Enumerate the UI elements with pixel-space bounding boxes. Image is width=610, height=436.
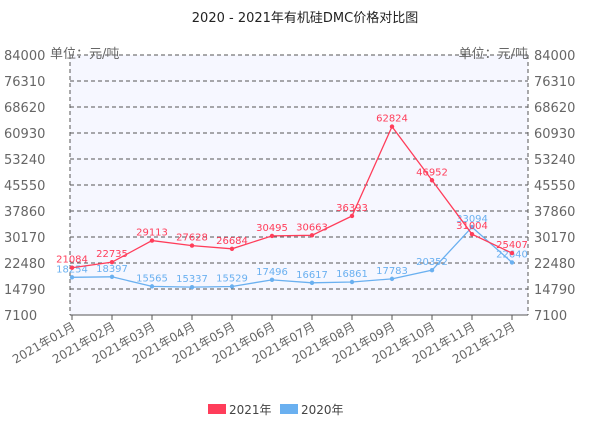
data-label: 33094 [456,214,488,225]
y-tick-label: 37860 [534,205,575,220]
y-axis-left: 7100 14790 22480 30170 37860 45550 53240 60930 6… [4,49,45,324]
data-label: 16617 [296,270,328,281]
series-line [71,226,513,288]
data-label: 36393 [336,203,368,214]
data-point [389,124,395,129]
y-tick-label: 68620 [534,101,575,116]
legend[interactable]: 2021年 2020年 [208,403,344,417]
series-2021年: 21084 22735 29113 27628 26684 30495 30663 36393… [56,114,528,270]
legend-label: 2021年 [229,403,272,417]
data-point [189,243,195,248]
legend-swatch [208,404,226,414]
unit-label-left: 单位：元/吨 [50,47,119,62]
y-tick-label: 76310 [534,75,575,90]
data-point [309,280,315,286]
y-tick-label: 22480 [534,257,575,272]
y-tick-label: 22480 [4,257,45,272]
data-point [69,275,75,280]
y-tick-label: 45550 [4,179,45,194]
series-line [71,125,513,269]
data-label: 30663 [296,222,328,233]
y-tick-label: 30170 [4,231,45,246]
data-label: 29113 [136,228,168,239]
y-tick-label: 84000 [534,49,575,64]
y-tick-label: 60930 [4,127,45,142]
y-tick-label: 53240 [534,153,575,168]
legend-item[interactable]: 2021年 [208,403,272,417]
y-tick-label: 84000 [4,49,45,64]
data-point [509,250,515,256]
data-point [349,279,355,285]
grid-lines [69,54,529,316]
data-point [149,238,155,243]
data-point [429,267,435,273]
data-point [309,233,315,238]
y-tick-label: 7100 [4,309,37,324]
y-tick-label: 37860 [4,205,45,220]
legend-swatch [280,404,298,414]
y-tick-label: 14790 [4,283,45,298]
y-tick-label: 14790 [534,283,575,298]
data-point [189,284,195,290]
y-tick-label: 30170 [534,231,575,246]
data-point [469,224,475,230]
data-label: 62824 [376,114,408,125]
data-label: 18397 [96,264,128,275]
data-label: 22735 [96,249,128,260]
data-point [429,178,435,183]
data-label: 31004 [456,221,488,232]
data-label: 17783 [376,266,408,277]
y-tick-label: 60930 [534,127,575,142]
data-point [509,260,515,265]
data-label: 46952 [416,167,448,178]
y-tick-label: 53240 [4,153,45,168]
x-axis: 2021年01月2021年02月2021年03月2021年04月2021年05月… [10,315,518,367]
data-point [69,265,75,270]
data-label: 25407 [496,240,528,251]
legend-item[interactable]: 2020年 [280,403,344,417]
y-tick-label: 45550 [534,179,575,194]
data-point [269,233,275,239]
y-axis-right: 7100 14790 22480 30170 37860 45550 53240 60930 6… [534,49,575,324]
unit-label-right: 单位：元/吨 [459,47,528,62]
data-label: 15529 [216,274,248,285]
data-label: 30495 [256,223,288,234]
data-label: 26684 [216,236,248,247]
data-label: 15337 [176,274,208,285]
legend-label: 2020年 [301,403,344,417]
data-point [269,277,275,283]
data-label: 15565 [136,273,168,284]
data-label: 20352 [416,257,448,268]
data-point [469,231,475,237]
data-point [109,259,115,265]
data-point [229,284,235,289]
data-point [109,274,115,280]
y-tick-label: 76310 [4,75,45,90]
data-point [349,213,355,219]
data-point [149,284,155,289]
series-layer: 1825418397155651533715529174961661716861… [56,114,528,290]
y-tick-label: 7100 [534,309,567,324]
data-label: 17496 [256,267,288,278]
data-label: 16861 [336,269,368,280]
data-point [389,276,395,282]
data-label: 27628 [176,233,208,244]
chart-title: 2020 - 2021年有机硅DMC价格对比图 [192,10,418,26]
y-tick-label: 68620 [4,101,45,116]
data-point [229,246,235,251]
data-label: 21084 [56,255,88,266]
